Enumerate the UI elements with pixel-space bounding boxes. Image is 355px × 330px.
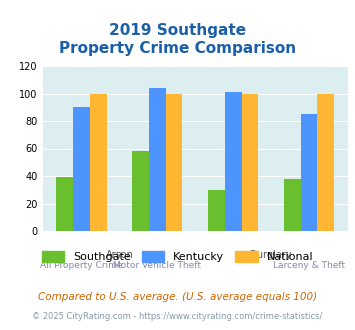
Bar [301,114,317,231]
Text: 2019 Southgate: 2019 Southgate [109,23,246,38]
Text: Larceny & Theft: Larceny & Theft [273,261,345,270]
Text: All Property Crime: All Property Crime [40,261,123,270]
Bar [73,107,90,231]
Text: Motor Vehicle Theft: Motor Vehicle Theft [113,261,201,270]
Bar [166,93,182,231]
Text: Burglary: Burglary [250,250,292,260]
Text: Property Crime Comparison: Property Crime Comparison [59,41,296,56]
Bar [132,151,149,231]
Bar [149,88,166,231]
Text: © 2025 CityRating.com - https://www.cityrating.com/crime-statistics/: © 2025 CityRating.com - https://www.city… [32,312,323,321]
Bar [284,179,301,231]
Bar [241,93,258,231]
Bar [90,93,106,231]
Bar [225,92,241,231]
Legend: Southgate, Kentucky, National: Southgate, Kentucky, National [38,247,317,267]
Bar [317,93,334,231]
Text: Compared to U.S. average. (U.S. average equals 100): Compared to U.S. average. (U.S. average … [38,292,317,302]
Bar [208,190,225,231]
Bar [56,178,73,231]
Text: Arson: Arson [105,250,133,260]
